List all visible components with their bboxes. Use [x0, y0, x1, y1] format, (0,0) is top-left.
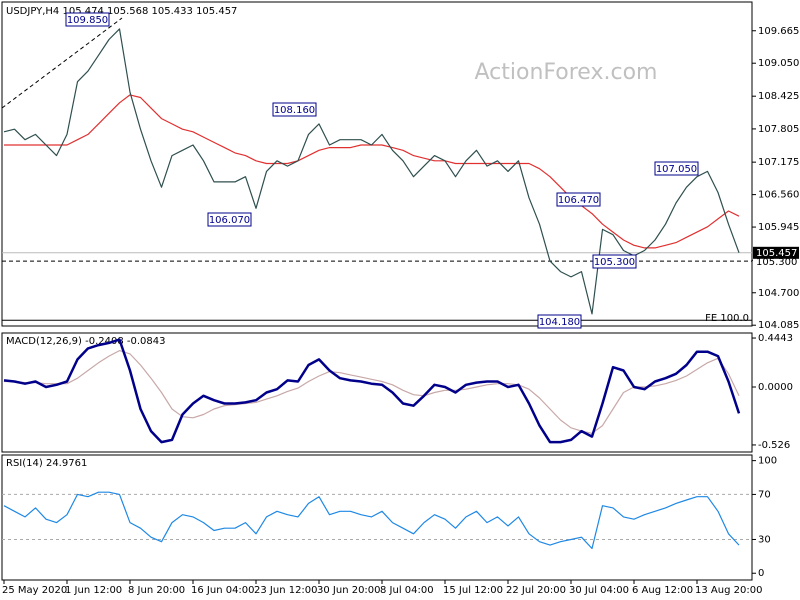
annotation-box [556, 192, 601, 207]
y-tick-label: 0 [758, 568, 764, 579]
y-tick-label: 107.805 [758, 124, 799, 135]
x-tick-label: 16 Jun 04:00 [191, 585, 255, 596]
annotation-box [592, 254, 637, 269]
y-tick-label: -0.526 [758, 440, 790, 451]
y-tick-label: 105.945 [758, 222, 799, 233]
annotation: 105.300 [594, 257, 635, 268]
y-tick-label: 107.175 [758, 157, 799, 168]
macd-title: MACD(12,26,9) -0.2408 -0.0843 [6, 336, 166, 347]
y-tick-label: 109.050 [758, 58, 799, 69]
y-tick-label: 108.425 [758, 91, 799, 102]
trend-line [1, 17, 123, 109]
y-tick-label: 104.085 [758, 320, 799, 331]
annotation-box [272, 102, 317, 117]
x-tick-label: 15 Jul 12:00 [443, 585, 503, 596]
x-tick-label: 8 Jun 20:00 [128, 585, 185, 596]
x-tick-label: 25 May 2020 [2, 585, 67, 596]
y-tick-label: 0.4443 [758, 333, 793, 344]
price-pane [1, 1, 753, 327]
y-tick-label: 70 [758, 489, 771, 500]
x-tick-label: 13 Aug 20:00 [695, 585, 762, 596]
annotation-box [654, 161, 699, 176]
header: USDJPY,H4 105.474 105.568 105.433 105.45… [6, 6, 237, 17]
series-line [3, 28, 740, 315]
rsi-pane [1, 454, 753, 581]
x-tick-label: 30 Jul 04:00 [569, 585, 629, 596]
last-price-tag [753, 246, 799, 259]
series-line [4, 350, 740, 434]
y-tick-label: 104.700 [758, 288, 799, 299]
macd-pane [1, 332, 753, 453]
annotation: 108.160 [274, 105, 315, 116]
x-tick-label: 1 Jun 12:00 [65, 585, 122, 596]
annotation-box [65, 12, 110, 27]
annotation: 107.050 [656, 164, 697, 175]
series-line [3, 338, 741, 444]
x-tick-label: 6 Aug 12:00 [632, 585, 693, 596]
annotation: 109.850 [67, 15, 108, 26]
x-tick-label: 8 Jul 04:00 [380, 585, 434, 596]
last-price-label: 105.457 [756, 248, 797, 259]
y-tick-label: 106.560 [758, 190, 799, 201]
y-tick-label: 109.665 [758, 26, 799, 37]
y-tick-label: 0.0000 [758, 382, 793, 393]
annotation-box [207, 212, 252, 227]
annotation: 106.070 [209, 215, 250, 226]
annotation: 104.180 [539, 317, 580, 328]
annotation: FE 100.0 [705, 313, 749, 324]
y-tick-label: 30 [758, 534, 771, 545]
annotation-box [537, 314, 582, 329]
support-label: 105.300 [756, 257, 797, 268]
y-tick-label: 100 [758, 456, 777, 467]
annotation: 106.470 [558, 195, 599, 206]
x-tick-label: 30 Jun 20:00 [317, 585, 381, 596]
rsi-title: RSI(14) 24.9761 [6, 458, 87, 469]
series-line [3, 491, 740, 550]
x-tick-label: 23 Jun 12:00 [254, 585, 318, 596]
watermark: ActionForex.com [475, 60, 658, 85]
x-tick-label: 22 Jul 20:00 [506, 585, 566, 596]
